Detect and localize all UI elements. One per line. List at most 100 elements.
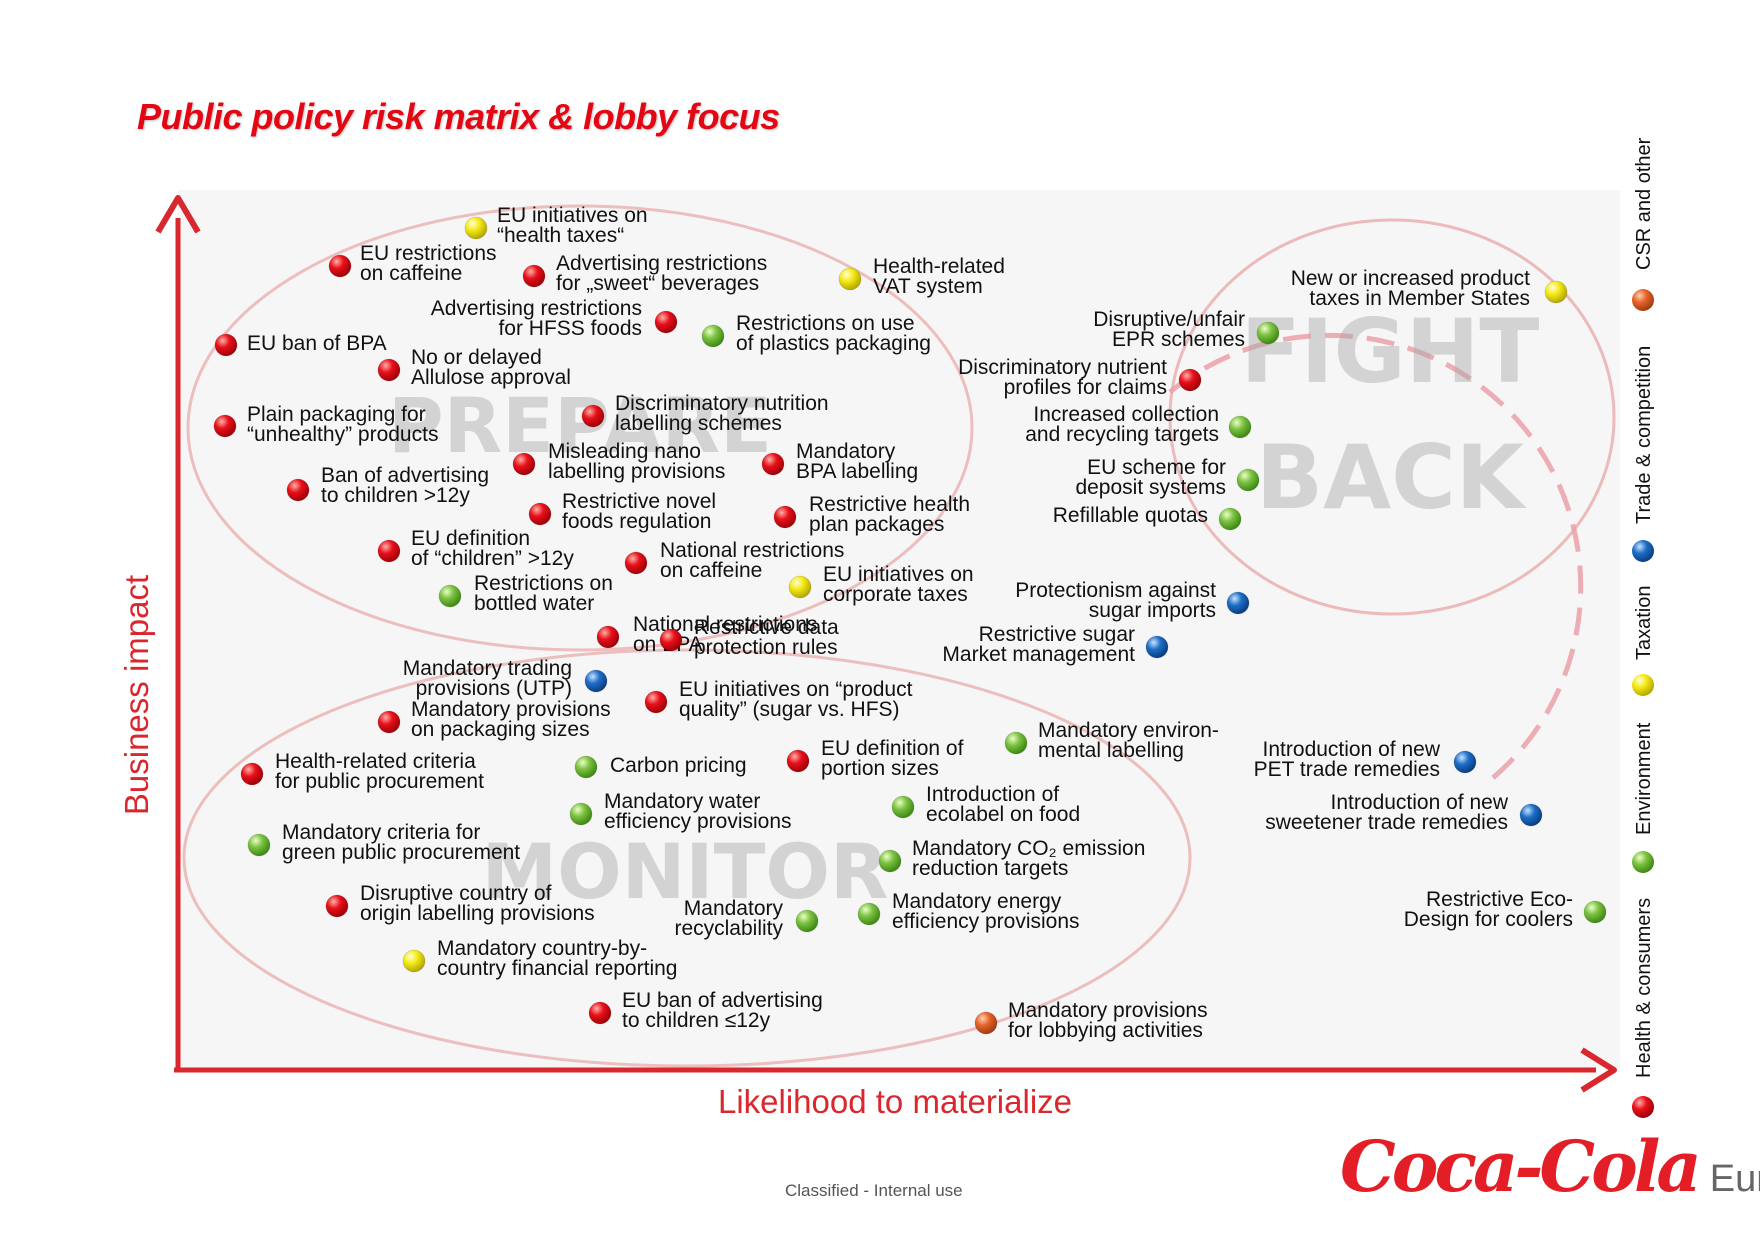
risk-item: Mandatory trading provisions (UTP) bbox=[403, 657, 608, 700]
risk-item: EU scheme for deposit systems bbox=[1075, 456, 1260, 499]
risk-label-line: quality” (sugar vs. HFS) bbox=[679, 698, 900, 721]
risk-label-line: of “children” >12y bbox=[411, 547, 574, 570]
risk-label-line: of plastics packaging bbox=[736, 332, 931, 355]
risk-marker-health bbox=[377, 539, 401, 563]
prepare-zone-ellipse bbox=[186, 204, 974, 652]
risk-label-line: Advertising restrictions bbox=[431, 297, 642, 320]
risk-label-line: Restrictions on use bbox=[736, 312, 915, 335]
risk-item: Mandatory provisions for lobbying activit… bbox=[974, 999, 1208, 1042]
risk-label-line: provisions (UTP) bbox=[416, 677, 572, 700]
logo-wordmark: Coca-Cola bbox=[1340, 1125, 1702, 1208]
risk-item: Protectionism against sugar imports bbox=[1015, 579, 1250, 622]
risk-label: Introduction of new PET trade remedies bbox=[1254, 738, 1441, 781]
classification-footer: Classified - Internal use bbox=[785, 1181, 963, 1200]
risk-marker-trade bbox=[1226, 591, 1250, 615]
risk-item: Discriminatory nutrient profiles for clai… bbox=[958, 356, 1202, 399]
risk-label: Disruptive country of origin labelling pr… bbox=[360, 882, 595, 925]
zone-label-back: BACK bbox=[1256, 426, 1527, 529]
risk-label: Mandatory country-by-country financial r… bbox=[437, 937, 677, 980]
risk-label: Advertising restrictions for „sweet“ beve… bbox=[556, 252, 767, 295]
risk-label: Health-related VAT system bbox=[873, 255, 1005, 298]
risk-label-line: for „sweet“ beverages bbox=[556, 272, 759, 295]
risk-label: EU initiatives on corporate taxes bbox=[823, 563, 974, 606]
risk-label-line: No or delayed bbox=[411, 346, 542, 369]
risk-label-line: green public procurement bbox=[282, 841, 520, 864]
risk-marker-environment bbox=[795, 909, 819, 933]
risk-label: EU definition of portion sizes bbox=[821, 737, 964, 780]
risk-label-line: corporate taxes bbox=[823, 583, 968, 606]
risk-marker-health bbox=[644, 690, 668, 714]
risk-marker-taxation bbox=[788, 575, 812, 599]
risk-label-line: Mandatory energy bbox=[892, 890, 1062, 913]
risk-item: Mandatory criteria for green public procu… bbox=[247, 821, 520, 864]
risk-label-line: Mandatory bbox=[796, 440, 896, 463]
risk-label: Restrictive novel foods regulation bbox=[562, 490, 716, 533]
risk-item: Ban of advertising to children >12y bbox=[286, 464, 489, 507]
risk-label: EU scheme for deposit systems bbox=[1075, 456, 1226, 499]
risk-marker-health bbox=[512, 452, 536, 476]
risk-marker-health bbox=[325, 894, 349, 918]
risk-marker-health bbox=[773, 505, 797, 529]
risk-marker-health bbox=[528, 502, 552, 526]
risk-marker-environment bbox=[1218, 507, 1242, 531]
legend: Health & consumers Environment Taxation Tra… bbox=[1632, 137, 1655, 1118]
risk-item: Restrictive novel foods regulation bbox=[528, 490, 716, 533]
risk-label-line: reduction targets bbox=[912, 857, 1068, 880]
risk-item: Restrictive Eco-Design for coolers bbox=[1404, 888, 1607, 931]
risk-marker-environment bbox=[574, 755, 598, 779]
risk-label-line: Restrictive data bbox=[694, 616, 839, 639]
risk-label-line: Mandatory bbox=[684, 897, 784, 920]
risk-item: Mandatory CO₂ emission reduction targets bbox=[878, 837, 1145, 880]
risk-item: Restrictive health plan packages bbox=[773, 493, 970, 536]
risk-label: Carbon pricing bbox=[610, 754, 747, 777]
risk-label-line: deposit systems bbox=[1075, 476, 1226, 499]
risk-label: EU initiatives on “health taxes“ bbox=[497, 204, 648, 247]
legend-label: Taxation bbox=[1633, 586, 1655, 661]
risk-marker-environment bbox=[878, 849, 902, 873]
risk-item: Misleading nano labelling provisions bbox=[512, 440, 725, 483]
risk-item: EU ban of BPA bbox=[214, 332, 387, 357]
risk-item: Restrictive data protection rules bbox=[659, 616, 839, 659]
risk-label: Misleading nano labelling provisions bbox=[548, 440, 725, 483]
fight-back-dashed-arc bbox=[1168, 332, 1584, 784]
risk-label-line: portion sizes bbox=[821, 757, 939, 780]
risk-markers: EU initiatives on “health taxes“EU restri… bbox=[213, 204, 1607, 1042]
legend-label: CSR and other bbox=[1633, 137, 1655, 270]
risk-item: Introduction of new PET trade remedies bbox=[1254, 738, 1477, 781]
risk-item: Advertising restrictions for „sweet“ beve… bbox=[522, 252, 767, 295]
risk-marker-environment bbox=[1228, 415, 1252, 439]
risk-marker-environment bbox=[1256, 321, 1280, 345]
risk-label-line: Increased collection bbox=[1033, 403, 1219, 426]
risk-label-line: labelling schemes bbox=[615, 412, 782, 435]
risk-item: No or delayed Allulose approval bbox=[377, 346, 571, 389]
risk-label-line: EU ban of advertising bbox=[622, 989, 823, 1012]
risk-marker-taxation bbox=[838, 267, 862, 291]
risk-item: Mandatory country-by-country financial r… bbox=[402, 937, 677, 980]
risk-label-line: Mandatory trading bbox=[403, 657, 572, 680]
risk-item: Disruptive country of origin labelling pr… bbox=[325, 882, 595, 925]
y-axis-label: Business impact bbox=[118, 575, 155, 815]
risk-item: Introduction of new sweetener trade remed… bbox=[1265, 791, 1543, 834]
risk-label-line: sweetener trade remedies bbox=[1265, 811, 1508, 834]
risk-label-line: on caffeine bbox=[660, 559, 762, 582]
risk-label: EU initiatives on “product quality” (suga… bbox=[679, 678, 913, 721]
risk-item: Mandatory BPA labelling bbox=[761, 440, 918, 483]
risk-label: EU ban of advertising to children ≤12y bbox=[622, 989, 823, 1032]
risk-label-line: ecolabel on food bbox=[926, 803, 1080, 826]
risk-item: Health-related VAT system bbox=[838, 255, 1005, 298]
risk-label-line: origin labelling provisions bbox=[360, 902, 595, 925]
company-logo: Coca-ColaEurope bbox=[1340, 1125, 1760, 1208]
risk-marker-environment bbox=[569, 802, 593, 826]
risk-label-line: EU definition of bbox=[821, 737, 964, 760]
risk-marker-health bbox=[377, 358, 401, 382]
risk-label-line: efficiency provisions bbox=[892, 910, 1080, 933]
risk-item: EU definition of “children” >12y bbox=[377, 527, 574, 570]
x-axis-label: Likelihood to materialize bbox=[718, 1083, 1072, 1120]
risk-marker-trade bbox=[1519, 803, 1543, 827]
risk-label-line: for lobbying activities bbox=[1008, 1019, 1203, 1042]
risk-marker-health bbox=[654, 310, 678, 334]
legend-marker-taxation bbox=[1632, 674, 1654, 696]
risk-label: Mandatory criteria for green public procu… bbox=[282, 821, 520, 864]
risk-label-line: Restrictive health bbox=[809, 493, 970, 516]
